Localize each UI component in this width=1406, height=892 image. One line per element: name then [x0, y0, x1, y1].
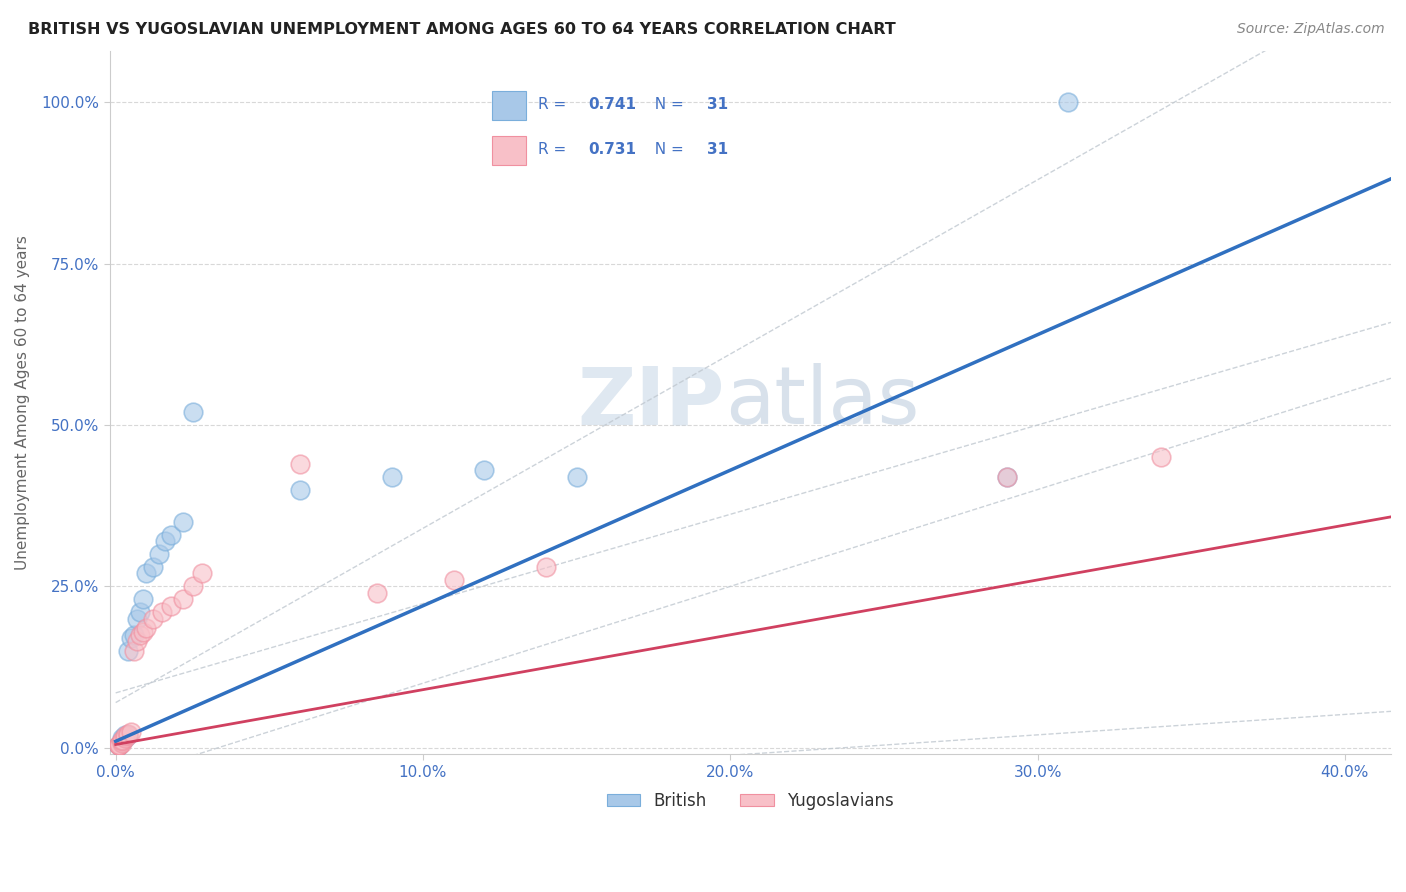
Point — [107, 738, 129, 752]
Point — [995, 469, 1018, 483]
Point — [288, 457, 311, 471]
Point — [132, 624, 155, 639]
Point — [172, 515, 194, 529]
Point — [995, 469, 1018, 483]
Point — [122, 628, 145, 642]
Text: Source: ZipAtlas.com: Source: ZipAtlas.com — [1237, 22, 1385, 37]
Point — [107, 738, 129, 752]
Point — [111, 733, 134, 747]
Point — [107, 738, 129, 752]
Point — [122, 644, 145, 658]
Point — [107, 738, 129, 752]
Point — [111, 731, 134, 745]
Text: ZIP: ZIP — [578, 363, 724, 442]
Point — [107, 738, 129, 752]
Point — [114, 728, 136, 742]
Point — [107, 738, 129, 752]
Point — [107, 738, 129, 752]
Point — [160, 528, 183, 542]
Point — [132, 592, 155, 607]
Point — [117, 644, 139, 658]
Point — [107, 738, 129, 752]
Point — [111, 734, 134, 748]
Point — [150, 605, 173, 619]
Point — [111, 734, 134, 748]
Point — [114, 731, 136, 745]
Point — [172, 592, 194, 607]
Point — [117, 726, 139, 740]
Point — [107, 738, 129, 752]
Point — [141, 612, 163, 626]
Point — [129, 605, 152, 619]
Point — [129, 628, 152, 642]
Point — [127, 634, 149, 648]
Point — [111, 736, 134, 750]
Point — [117, 728, 139, 742]
Point — [114, 729, 136, 743]
Point — [141, 560, 163, 574]
Point — [127, 612, 149, 626]
Point — [288, 483, 311, 497]
Point — [153, 534, 176, 549]
Point — [117, 728, 139, 742]
Point — [181, 579, 204, 593]
Point — [534, 560, 557, 574]
Y-axis label: Unemployment Among Ages 60 to 64 years: Unemployment Among Ages 60 to 64 years — [15, 235, 30, 570]
Text: BRITISH VS YUGOSLAVIAN UNEMPLOYMENT AMONG AGES 60 TO 64 YEARS CORRELATION CHART: BRITISH VS YUGOSLAVIAN UNEMPLOYMENT AMON… — [28, 22, 896, 37]
Point — [107, 738, 129, 752]
Point — [148, 547, 170, 561]
Point — [565, 469, 588, 483]
Point — [366, 586, 388, 600]
Point — [160, 599, 183, 613]
Point — [120, 724, 142, 739]
Point — [1057, 95, 1080, 110]
Point — [135, 621, 157, 635]
Point — [1149, 450, 1171, 465]
Point — [120, 631, 142, 645]
Point — [111, 734, 134, 748]
Point — [135, 566, 157, 581]
Point — [474, 463, 496, 477]
Text: atlas: atlas — [724, 363, 920, 442]
Point — [107, 738, 129, 752]
Point — [381, 469, 404, 483]
Point — [107, 738, 129, 752]
Point — [443, 573, 465, 587]
Point — [114, 731, 136, 745]
Point — [190, 566, 212, 581]
Legend: British, Yugoslavians: British, Yugoslavians — [600, 785, 900, 816]
Point — [181, 405, 204, 419]
